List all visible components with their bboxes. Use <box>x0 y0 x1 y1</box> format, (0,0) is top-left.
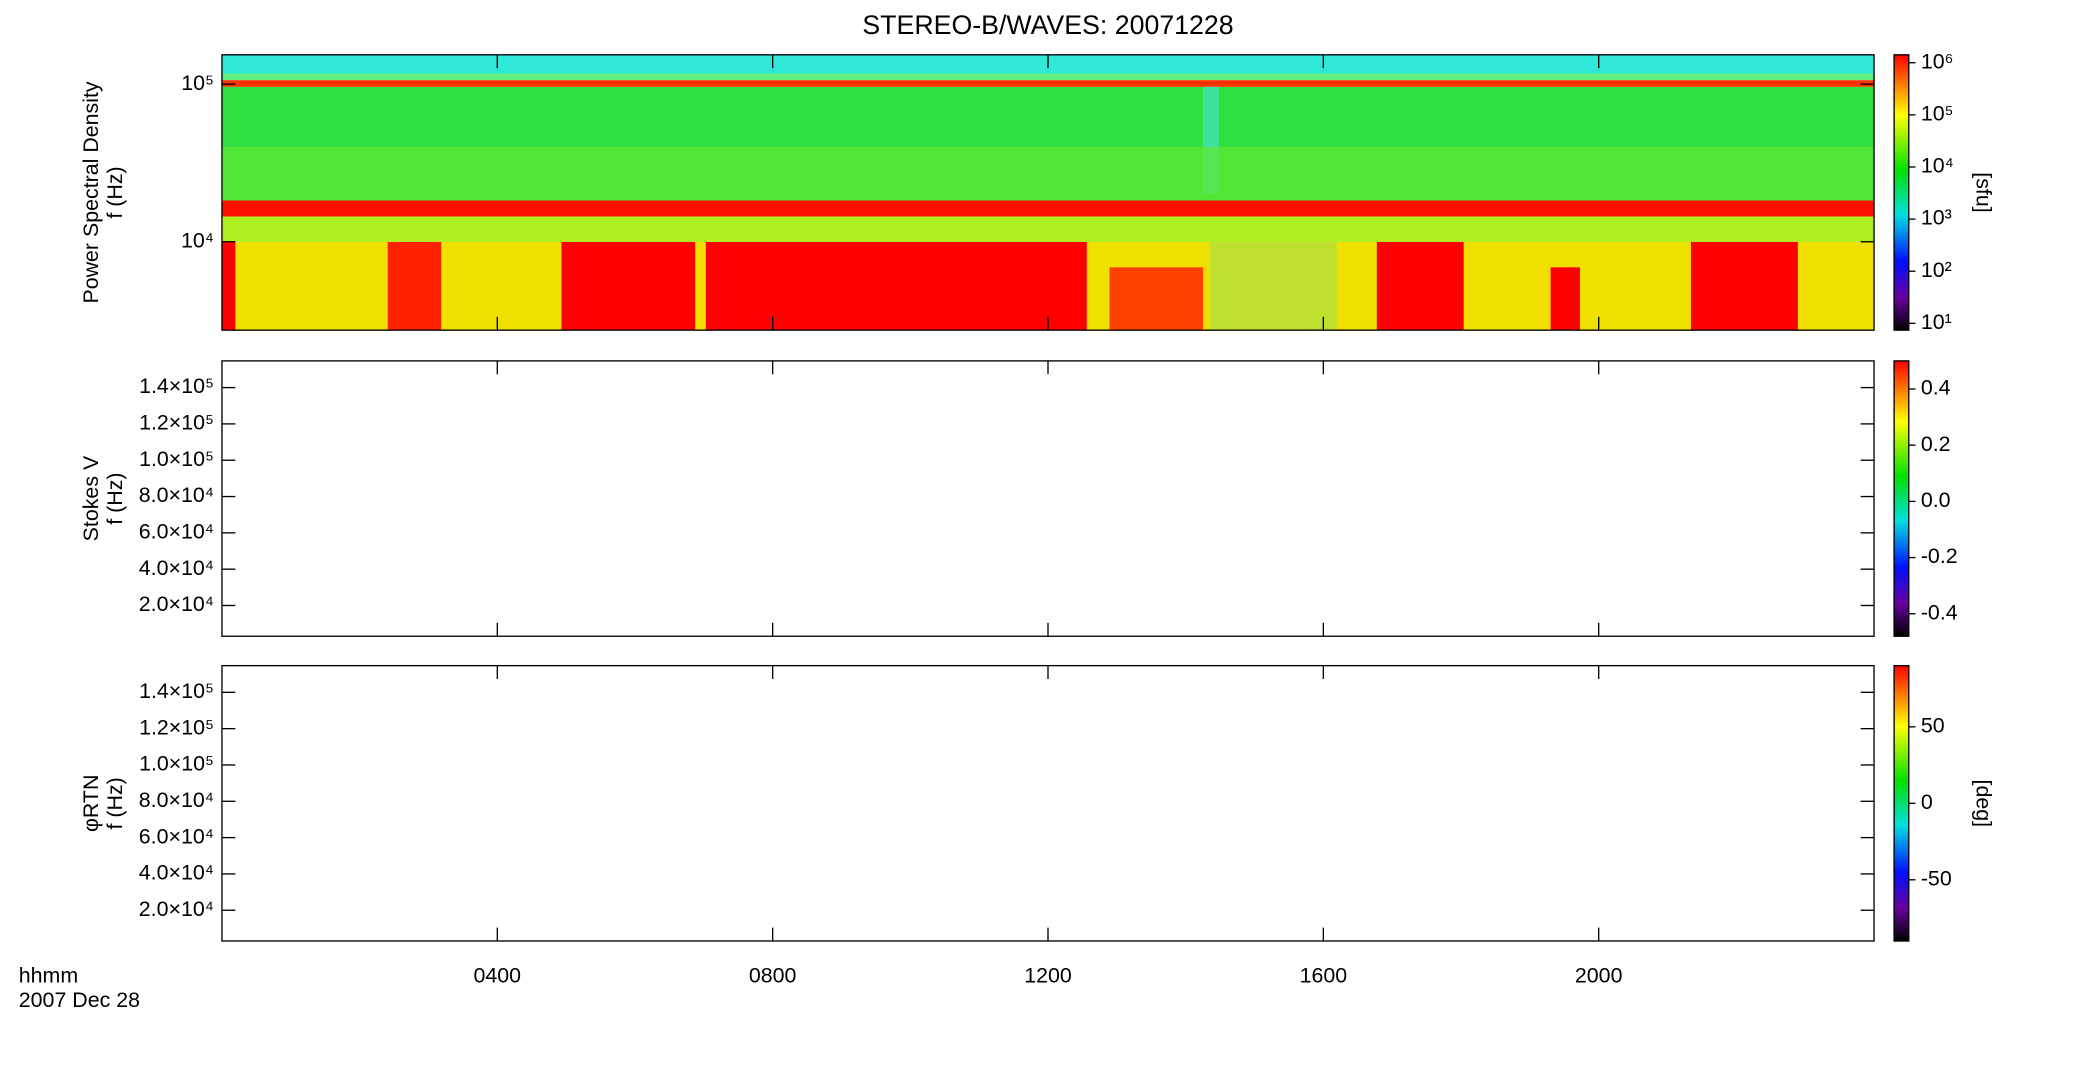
colorbar-tick-label: 0.0 <box>1921 488 1951 512</box>
x-tick-label: 0800 <box>749 964 797 988</box>
colorbar-tick-label: 10⁵ <box>1921 101 1954 125</box>
y-tick-label: 8.0×10⁴ <box>139 788 214 812</box>
colorbars <box>1894 54 1909 941</box>
y-tick-label: 8.0×10⁴ <box>139 483 214 507</box>
chart-title: STEREO-B/WAVES: 20071228 <box>862 10 1233 40</box>
y-tick-label: 1.4×10⁵ <box>139 679 214 703</box>
y-tick-label: 6.0×10⁴ <box>139 824 214 848</box>
colorbar-tick-label: 10² <box>1921 258 1952 282</box>
x-tick-label: 1200 <box>1024 964 1072 988</box>
colorbar-tick-label: 50 <box>1921 713 1945 737</box>
y-axis-label: f (Hz) <box>103 166 127 218</box>
y-tick-label: 1.2×10⁵ <box>139 411 214 435</box>
y-axis-label: Stokes V <box>79 455 103 541</box>
y-axis-label: f (Hz) <box>103 472 127 524</box>
colorbar-tick-label: 10⁴ <box>1921 154 1954 178</box>
colorbar-tick-label: 10³ <box>1921 206 1952 230</box>
y-tick-label: 4.0×10⁴ <box>139 861 214 885</box>
y-tick-label: 10⁴ <box>181 228 214 252</box>
colorbar-frame <box>1893 360 1910 637</box>
spectrogram-image <box>221 54 1875 331</box>
y-tick-label: 4.0×10⁴ <box>139 556 214 580</box>
y-tick-label: 1.4×10⁵ <box>139 374 214 398</box>
colorbar-label: [deg] <box>1972 780 1996 828</box>
colorbar-tick-label: 0 <box>1921 790 1933 814</box>
x-axis-label: hhmm <box>19 964 78 988</box>
plot-frame <box>221 360 1875 637</box>
y-axis-label: φRTN <box>79 775 103 832</box>
y-tick-label: 2.0×10⁴ <box>139 897 214 921</box>
y-tick-label: 1.2×10⁵ <box>139 715 214 739</box>
colorbar-label: [sfu] <box>1972 172 1996 212</box>
colorbar-tick-label: 10⁶ <box>1921 49 1954 73</box>
y-tick-label: 1.0×10⁵ <box>139 752 214 776</box>
colorbar-tick-label: -0.2 <box>1921 544 1958 568</box>
x-tick-label: 0400 <box>474 964 522 988</box>
colorbar-frame <box>1893 54 1910 331</box>
colorbar-tick-label: 0.2 <box>1921 432 1951 456</box>
y-tick-label: 10⁵ <box>181 71 214 95</box>
x-axis-label: 2007 Dec 28 <box>19 988 140 1012</box>
y-tick-label: 1.0×10⁵ <box>139 447 214 471</box>
y-tick-label: 2.0×10⁴ <box>139 592 214 616</box>
y-axis-label: f (Hz) <box>103 777 127 829</box>
y-axis-label: Power Spectral Density <box>79 81 103 303</box>
colorbar-tick-label: 0.4 <box>1921 376 1951 400</box>
plot-frame <box>221 664 1875 942</box>
colorbar-tick-label: -50 <box>1921 866 1952 890</box>
x-tick-label: 1600 <box>1300 964 1348 988</box>
y-tick-label: 6.0×10⁴ <box>139 519 214 543</box>
x-tick-label: 2000 <box>1575 964 1623 988</box>
colorbar-tick-label: -0.4 <box>1921 600 1958 624</box>
colorbar-tick-label: 10¹ <box>1921 310 1952 334</box>
